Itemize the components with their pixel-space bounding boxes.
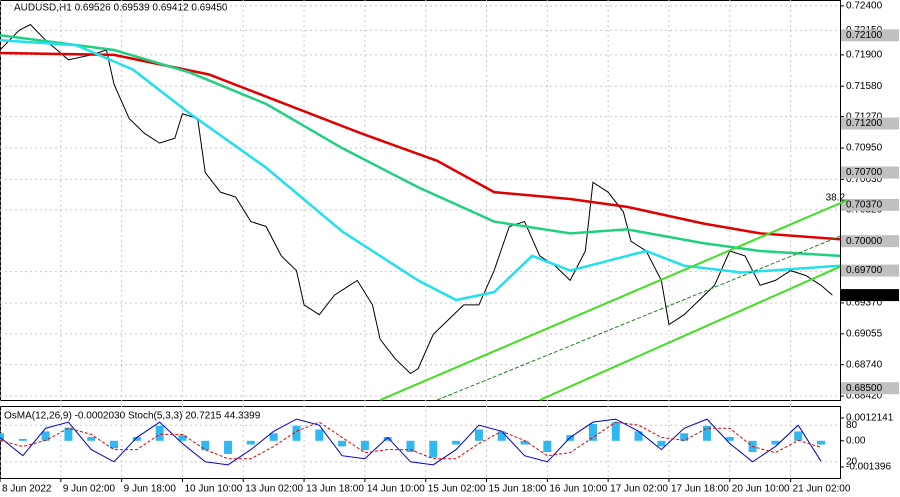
osma-bar	[611, 422, 620, 441]
osma-bar	[269, 433, 278, 441]
level-tag	[841, 29, 899, 42]
y-tick-label: 0.69370	[846, 298, 883, 309]
series-line	[0, 34, 841, 258]
level-label: 0.70700	[846, 167, 883, 178]
osma-bar	[201, 440, 210, 451]
x-tick-label: 15 Jun 02:00	[428, 484, 486, 495]
level-label: 0.69700	[846, 265, 883, 276]
y-tick-label: 0.71270	[846, 111, 883, 122]
level-tag	[841, 117, 899, 130]
osma-bar	[702, 425, 711, 441]
x-tick-label: 14 Jun 10:00	[367, 484, 425, 495]
level-tag	[841, 264, 899, 277]
osma-bar	[588, 423, 597, 441]
x-tick-label: 13 Jun 02:00	[245, 484, 303, 495]
y-tick-label: 0.72400	[846, 1, 883, 12]
series-line	[0, 23, 833, 375]
osma-bar	[178, 435, 187, 441]
osma-bar	[224, 440, 233, 454]
y-tick-label: 0.70630	[846, 174, 883, 185]
x-tick-label: 20 Jun 10:00	[732, 484, 790, 495]
osma-bar	[292, 425, 301, 441]
level-label: 0.71200	[846, 118, 883, 129]
y2-tick-label: 80	[846, 420, 858, 431]
osma-bar	[360, 440, 369, 451]
main-panel	[0, 0, 841, 401]
osma-bar	[18, 438, 27, 441]
series-line	[0, 38, 841, 302]
level-label: 0.72100	[846, 30, 883, 41]
level-tag	[841, 166, 899, 179]
x-tick-label: 13 Jun 18:00	[306, 484, 364, 495]
osma-bar	[816, 440, 825, 445]
osma-bar	[543, 440, 552, 453]
stoch-line	[0, 421, 822, 460]
level-tag	[841, 235, 899, 248]
x-tick-label: 15 Jun 18:00	[489, 484, 547, 495]
osma-bar	[132, 437, 141, 441]
osma-bar	[474, 429, 483, 441]
osma-bar	[452, 440, 461, 445]
x-tick-label: 16 Jun 10:00	[549, 484, 607, 495]
series-line	[0, 51, 841, 241]
y-tick-label: 0.00	[846, 435, 866, 446]
osma-bar	[0, 433, 4, 441]
y-tick-label: 0.71900	[846, 50, 883, 61]
osma-bar	[64, 427, 73, 441]
osma-bar	[110, 440, 119, 449]
series-line	[539, 265, 841, 401]
x-tick-label: 9 Jun 18:00	[124, 484, 177, 495]
osma-bar	[680, 433, 689, 441]
level-tag	[841, 198, 899, 211]
last-price-tag	[841, 289, 899, 302]
x-tick-label: 10 Jun 10:00	[184, 484, 242, 495]
osma-bar	[87, 437, 96, 441]
level-tag	[841, 382, 899, 395]
y-tick-label: 0.0012141	[846, 413, 894, 424]
y-tick-label: 0.70950	[846, 143, 883, 154]
level-label: 0.68500	[846, 383, 883, 394]
y-tick-label: 0.68420	[846, 391, 883, 402]
stoch-line	[0, 418, 822, 466]
y-tick-label: 0.71580	[846, 81, 883, 92]
osma-bar	[41, 431, 50, 441]
level-label: 0.70000	[846, 236, 883, 247]
chart-title: AUDUSD,H1 0.69526 0.69539 0.69412 0.6945…	[14, 3, 228, 14]
x-tick-label: 21 Jun 02:00	[793, 484, 851, 495]
osma-bar	[429, 440, 438, 458]
level-label: 0.70370	[846, 200, 883, 211]
oscillator-panel	[0, 406, 841, 479]
oscillator-title: OsMA(12,26,9) -0.0002030 Stoch(5,3,3) 20…	[4, 411, 261, 422]
osma-bar	[246, 440, 255, 445]
osma-bar	[794, 431, 803, 441]
osma-bar	[497, 431, 506, 441]
y-tick-label: 0.68740	[846, 359, 883, 370]
osma-bar	[520, 440, 529, 445]
series-line	[436, 235, 841, 401]
y-tick-label: -0.001396	[846, 462, 891, 473]
osma-bar	[657, 440, 666, 447]
last-price-label: 0.69450	[846, 290, 883, 301]
x-tick-label: 17 Jun 18:00	[671, 484, 729, 495]
x-tick-label: 8 Jun 2022	[2, 484, 52, 495]
osma-bar	[725, 437, 734, 441]
osma-bar	[315, 429, 324, 441]
osma-bar	[406, 440, 415, 453]
annotation: 38.2	[826, 193, 846, 204]
y-tick-label: 0.69055	[846, 328, 883, 339]
x-tick-label: 9 Jun 02:00	[63, 484, 116, 495]
series-line	[379, 199, 848, 401]
osma-bar	[338, 440, 347, 447]
osma-bar	[383, 437, 392, 441]
x-tick-label: 17 Jun 02:00	[610, 484, 668, 495]
osma-bar	[771, 440, 780, 445]
osma-bar	[155, 425, 164, 441]
osma-bar	[634, 431, 643, 441]
y2-tick-label: 20	[846, 456, 858, 467]
